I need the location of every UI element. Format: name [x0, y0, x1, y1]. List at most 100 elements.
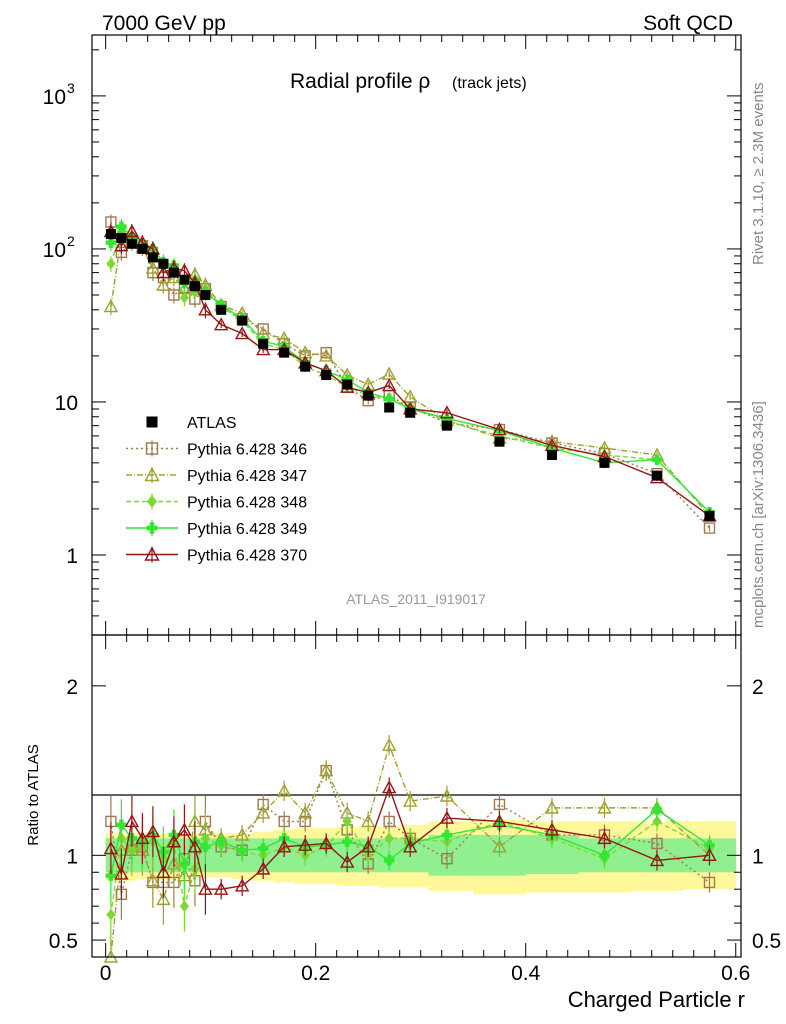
legend-marker: [146, 522, 158, 534]
main-y-tick-label: 10: [43, 86, 66, 109]
data-point: [363, 390, 374, 401]
data-point: [234, 326, 250, 340]
analysis-watermark: ATLAS_2011_I919017: [346, 591, 486, 607]
legend-item-pythia-6-428-346: Pythia 6.428 346: [126, 440, 307, 459]
ratio-point: [278, 815, 290, 828]
x-tick-label: 0.4: [511, 962, 541, 985]
ratio-point: [177, 822, 192, 836]
ratio-point: [439, 810, 455, 824]
data-point: [156, 265, 171, 279]
data-point: [168, 289, 180, 301]
data-point: [124, 224, 140, 238]
ratio-point: [382, 737, 397, 751]
ratio-point: [213, 881, 229, 895]
ratio-point: [156, 891, 171, 906]
ratio-point: [441, 829, 453, 841]
ratio-point: [198, 881, 213, 895]
data-point: [168, 267, 179, 278]
ratio-point: [441, 853, 453, 865]
data-point: [103, 299, 119, 313]
chart-title-sub: (track jets): [452, 75, 527, 92]
data-point: [651, 470, 662, 481]
ratio-point: [135, 830, 150, 845]
ratio-point: [255, 805, 271, 819]
legend-label: ATLAS: [187, 415, 237, 432]
data-point: [147, 252, 158, 263]
ratio-series-pythia-6-428-370: [103, 777, 717, 915]
data-point: [189, 281, 200, 292]
legend-item-pythia-6-428-349: Pythia 6.428 349: [126, 520, 307, 538]
data-point: [198, 302, 213, 316]
data-point: [179, 274, 190, 285]
data-point: [216, 304, 227, 315]
legend-item-atlas: ATLAS: [146, 415, 237, 432]
legend-item-pythia-6-428-347: Pythia 6.428 347: [126, 467, 307, 485]
data-point: [158, 258, 169, 269]
ratio-point: [704, 839, 715, 851]
ratio-point: [103, 841, 119, 855]
data-point: [300, 361, 311, 372]
ratio-point: [145, 824, 161, 838]
data-point: [255, 342, 271, 356]
legend-marker: [146, 495, 158, 508]
ratio-y-tick-label: 0.5: [49, 930, 78, 953]
ratio-y-tick-label: 2: [66, 676, 78, 699]
ratio-point: [114, 866, 129, 880]
data-point: [126, 238, 137, 249]
data-point: [116, 232, 127, 243]
data-point: [321, 370, 332, 381]
ratio-point: [106, 908, 116, 921]
data-point: [105, 229, 116, 240]
data-point: [116, 221, 127, 232]
ratio-plot-panel: 0.5 0.5 1 1 2 2 Ratio to ATLAS: [25, 634, 781, 963]
ratio-series-layer: [103, 734, 717, 963]
x-axis-label: Charged Particle r: [568, 987, 745, 1012]
ratio-point: [277, 783, 292, 797]
main-plot-panel: Radial profile ρ (track jets) ATLAS_2011…: [43, 34, 742, 636]
ratio-point: [597, 830, 612, 845]
ratio-point: [492, 839, 507, 853]
ratio-point: [319, 763, 334, 777]
ratio-point: [116, 819, 127, 831]
rivet-version-label: Rivet 3.1.10, ≥ 2.3M events: [750, 83, 767, 266]
ratio-point: [319, 835, 334, 850]
legend: ATLAS Pythia 6.428 346 Pythia 6.428 347 Pyt…: [126, 415, 307, 565]
data-point: [383, 393, 395, 404]
main-y-tick-label: 10: [55, 392, 78, 415]
main-plot-frame: [91, 34, 742, 636]
ratio-point: [383, 855, 395, 866]
legend-label: Pythia 6.428 347: [187, 468, 307, 485]
process-label: Soft QCD: [643, 12, 733, 35]
data-point: [651, 454, 663, 465]
legend-label: Pythia 6.428 348: [187, 495, 307, 512]
series-pythia-6-428-346: [105, 214, 716, 534]
ratio-point: [651, 837, 663, 850]
data-point: [546, 450, 557, 461]
ratio-point: [403, 839, 418, 853]
ratio-point: [257, 843, 269, 854]
legend-marker: [144, 467, 160, 482]
data-point: [492, 422, 507, 436]
data-point: [382, 378, 397, 392]
data-point: [704, 510, 715, 521]
ratio-point: [439, 788, 455, 802]
ratio-y-tick-label: 1: [66, 845, 78, 868]
ratio-point: [382, 780, 397, 794]
ratio-point: [145, 873, 161, 887]
ratio-point: [544, 822, 560, 836]
ratio-point: [384, 832, 394, 845]
ratio-point: [234, 827, 250, 841]
data-point: [145, 260, 161, 274]
ratio-point: [234, 878, 250, 892]
data-point: [319, 348, 334, 362]
x-tick-label: 0.6: [721, 962, 750, 985]
data-point: [405, 407, 416, 418]
ratio-y-tick-label-right: 2: [752, 676, 764, 699]
ratio-point: [652, 815, 662, 828]
ratio-y-tick-label-right: 0.5: [752, 930, 781, 953]
data-point: [703, 522, 716, 534]
legend-item-pythia-6-428-370: Pythia 6.428 370: [126, 546, 307, 565]
data-point: [441, 420, 452, 431]
legend-label: Pythia 6.428 370: [187, 548, 307, 565]
